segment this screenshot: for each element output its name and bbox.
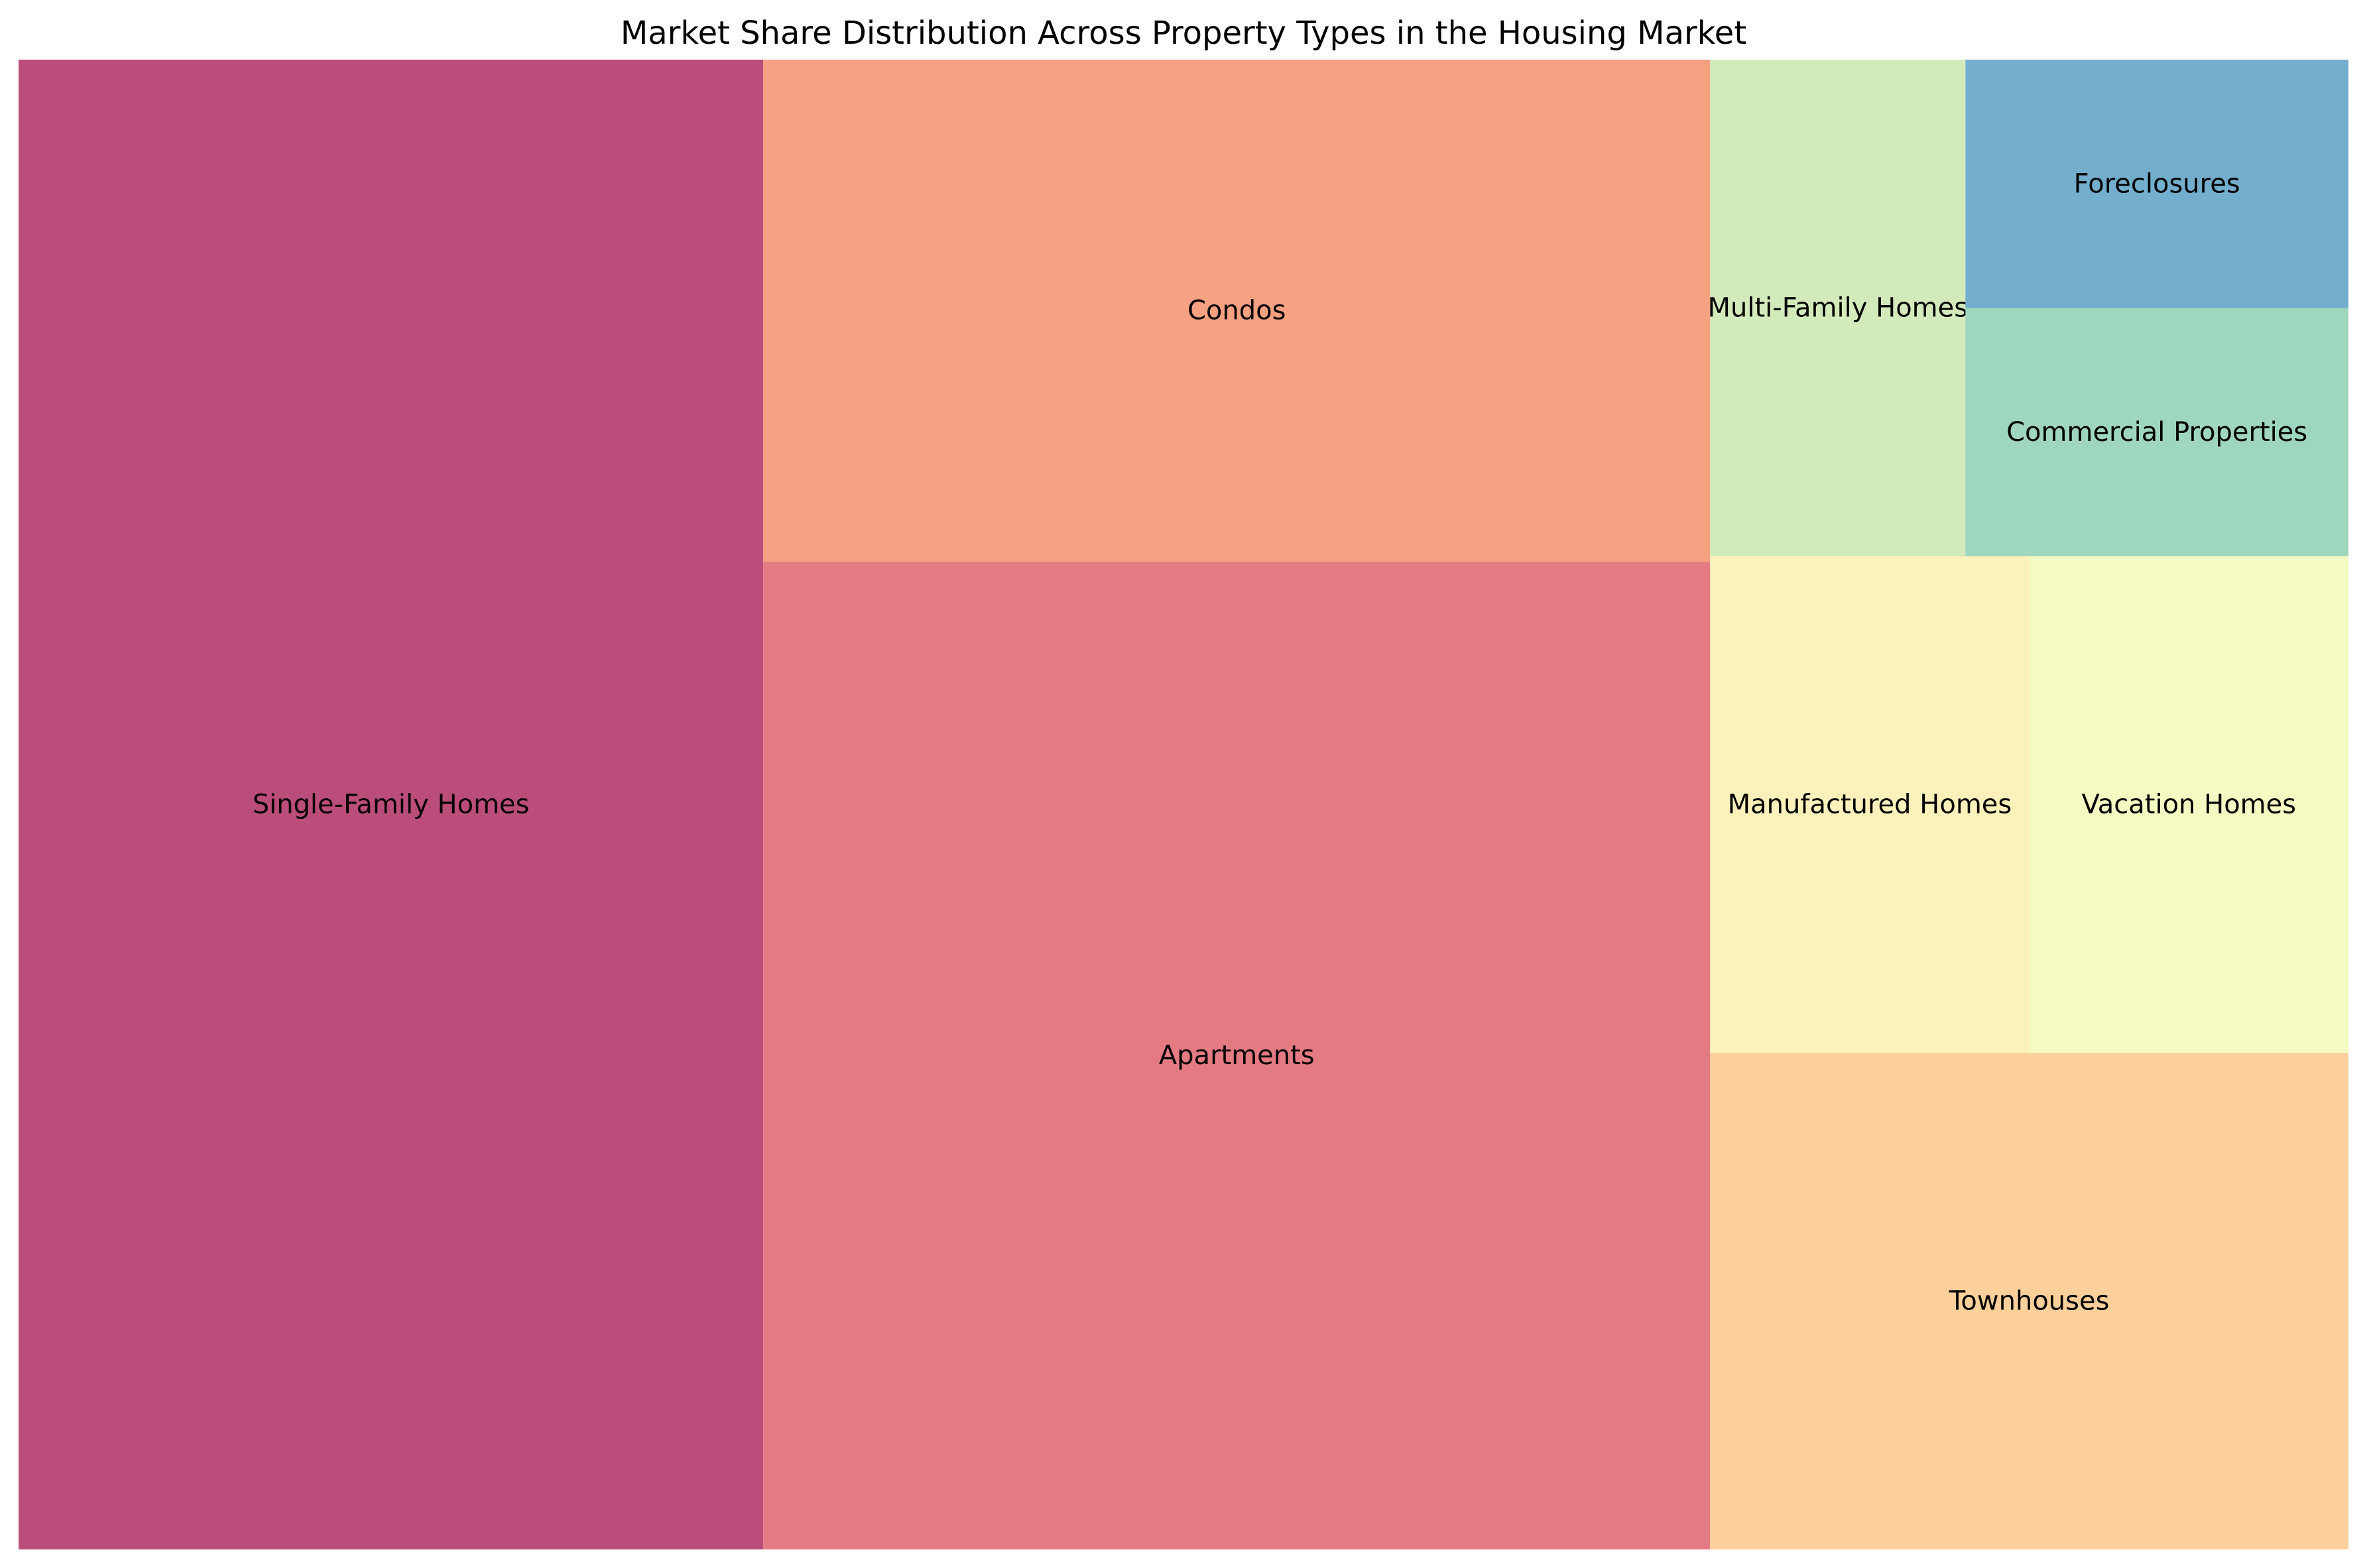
cell-foreclosures: Foreclosures [1965, 60, 2348, 308]
cell-label-apartments: Apartments [1159, 1040, 1315, 1071]
cell-rect-apartments [763, 562, 1711, 1549]
cell-rect-vacation-homes [2029, 556, 2348, 1053]
cell-rect-condos [763, 60, 1711, 562]
cell-townhouses: Townhouses [1710, 1053, 2348, 1549]
cell-label-multi-family-homes: Multi-Family Homes [1708, 293, 1969, 324]
cell-vacation-homes: Vacation Homes [2029, 556, 2348, 1053]
cell-multi-family-homes: Multi-Family Homes [1708, 60, 1969, 556]
cell-condos: Condos [763, 60, 1711, 562]
cell-label-vacation-homes: Vacation Homes [2082, 790, 2297, 820]
cell-rect-townhouses [1710, 1053, 2348, 1549]
treemap-cells: Single-Family Homes Apartments Condos Townh… [19, 60, 2348, 1549]
cell-label-foreclosures: Foreclosures [2074, 168, 2240, 199]
cell-rect-multi-family-homes [1710, 60, 1966, 556]
cell-commercial-properties: Commercial Properties [1965, 308, 2348, 556]
cell-single-family-homes: Single-Family Homes [19, 60, 764, 1549]
cell-label-manufactured-homes: Manufactured Homes [1728, 790, 2012, 820]
cell-rect-single-family-homes [19, 60, 764, 1549]
chart-title: Market Share Distribution Across Propert… [620, 15, 1747, 52]
cell-rect-manufactured-homes [1710, 556, 2030, 1053]
cell-apartments: Apartments [763, 562, 1711, 1549]
cell-label-single-family-homes: Single-Family Homes [253, 790, 530, 820]
cell-label-condos: Condos [1187, 296, 1286, 326]
cell-rect-foreclosures [1965, 60, 2348, 308]
cell-rect-commercial-properties [1965, 308, 2348, 556]
cell-label-commercial-properties: Commercial Properties [2006, 417, 2307, 448]
cell-label-townhouses: Townhouses [1949, 1286, 2110, 1317]
cell-manufactured-homes: Manufactured Homes [1710, 556, 2030, 1053]
